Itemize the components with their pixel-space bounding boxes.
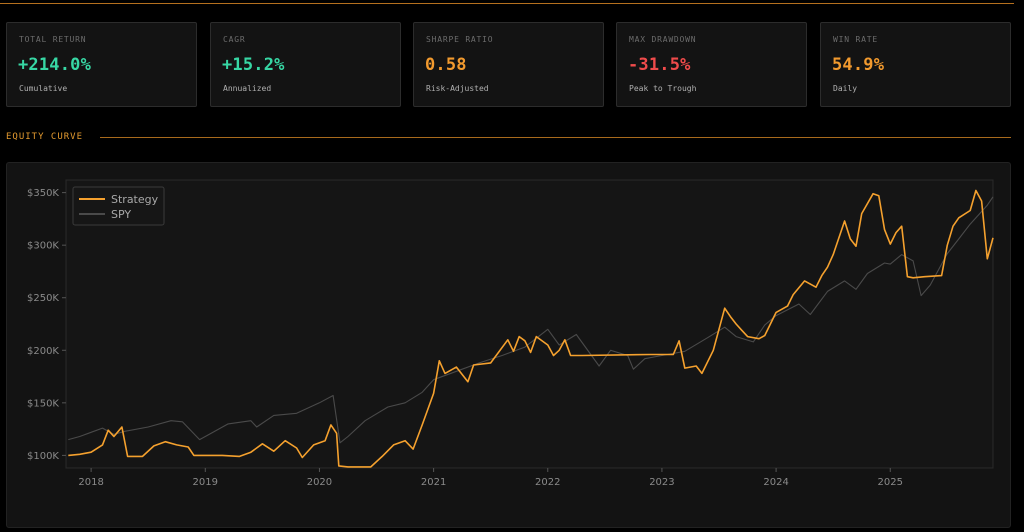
metric-sublabel: Cumulative — [19, 84, 68, 93]
metric-value: 0.58 — [425, 55, 467, 75]
y-tick-label: $150K — [27, 398, 59, 409]
metric-value: +15.2% — [222, 55, 285, 75]
metric-label: SHARPE RATIO — [426, 35, 494, 44]
y-tick-label: $350K — [27, 188, 59, 199]
equity-curve-chart: $100K $150K $200K $250K $300K $350K 2018 2019 2… — [27, 179, 994, 488]
legend-box — [72, 186, 165, 226]
y-tick-label: $100K — [27, 451, 59, 462]
metric-card-sharpe-ratio: SHARPE RATIO 0.58 Risk-Adjusted — [413, 22, 604, 107]
metric-label: WIN RATE — [833, 35, 878, 44]
metric-label: MAX DRAWDOWN — [629, 35, 697, 44]
metric-card-win-rate: WIN RATE 54.9% Daily — [820, 22, 1011, 107]
metric-label: CAGR — [223, 35, 246, 44]
metric-value: +214.0% — [18, 55, 92, 75]
x-tick-label: 2022 — [535, 477, 560, 488]
x-tick-label: 2024 — [763, 477, 788, 488]
equity-chart-panel: $100K $150K $200K $250K $300K $350K 2018 2019 2… — [6, 162, 1011, 528]
metric-sublabel: Annualized — [223, 84, 272, 93]
series-line-strategy — [68, 189, 994, 468]
metric-value: 54.9% — [832, 55, 885, 75]
section-title: EQUITY CURVE — [6, 132, 84, 142]
metrics-row: TOTAL RETURN +214.0% Cumulative CAGR +15… — [6, 22, 1011, 109]
x-tick-label: 2019 — [193, 477, 218, 488]
plot-area — [65, 179, 994, 469]
series-line-spy — [68, 196, 994, 444]
x-tick-label: 2025 — [878, 477, 903, 488]
y-tick-label: $200K — [27, 346, 59, 357]
metric-value: -31.5% — [628, 55, 691, 75]
legend-label: SPY — [111, 208, 131, 221]
metric-card-cagr: CAGR +15.2% Annualized — [210, 22, 401, 107]
metric-card-max-drawdown: MAX DRAWDOWN -31.5% Peak to Trough — [616, 22, 807, 107]
section-divider — [100, 137, 1011, 138]
metric-sublabel: Daily — [833, 84, 858, 93]
chart-legend: Strategy SPY — [72, 186, 165, 226]
metric-card-total-return: TOTAL RETURN +214.0% Cumulative — [6, 22, 197, 107]
metric-sublabel: Peak to Trough — [629, 84, 697, 93]
y-tick-label: $300K — [27, 241, 59, 252]
top-divider — [0, 3, 1014, 4]
legend-label: Strategy — [111, 193, 159, 206]
metric-sublabel: Risk-Adjusted — [426, 84, 489, 93]
y-tick-label: $250K — [27, 293, 59, 304]
x-tick-label: 2020 — [307, 477, 332, 488]
metric-label: TOTAL RETURN — [19, 35, 87, 44]
x-tick-label: 2021 — [421, 477, 446, 488]
x-tick-label: 2023 — [649, 477, 674, 488]
x-tick-label: 2018 — [78, 477, 103, 488]
